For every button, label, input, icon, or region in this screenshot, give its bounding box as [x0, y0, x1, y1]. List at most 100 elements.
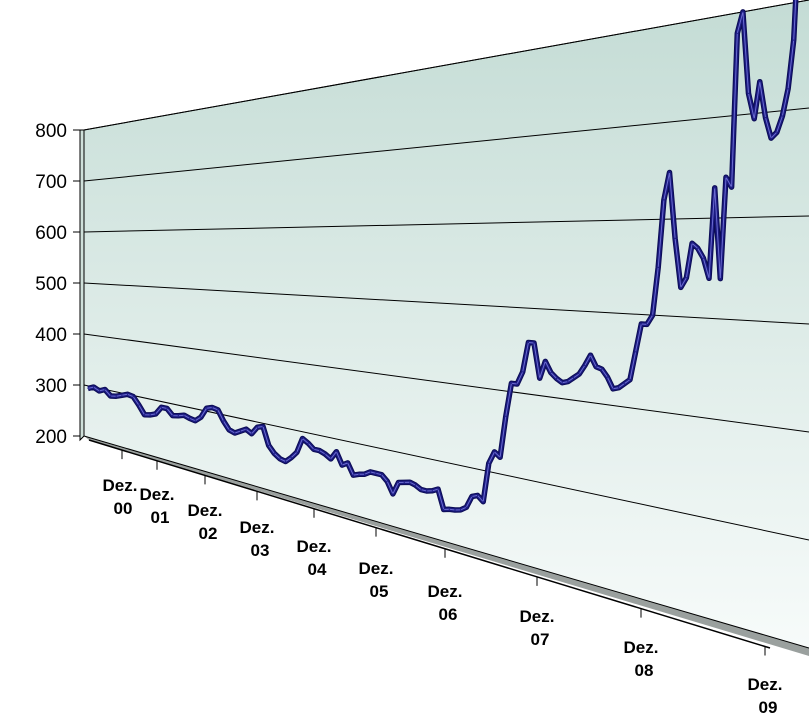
data-point	[403, 481, 405, 483]
data-point	[618, 387, 620, 389]
data-point	[126, 393, 129, 395]
data-point	[646, 323, 648, 325]
data-point	[104, 388, 106, 391]
data-point	[674, 237, 676, 239]
gridline	[83, 333, 809, 433]
y-tick-label: 600	[35, 223, 67, 244]
data-point	[268, 444, 270, 446]
data-point	[731, 186, 733, 188]
chart-floor	[84, 436, 809, 656]
x-tick-label: Dez. 09	[748, 675, 783, 717]
x-axis-line	[88, 439, 771, 649]
data-point	[505, 415, 507, 417]
data-point	[296, 451, 298, 453]
data-point	[578, 373, 580, 375]
data-point	[138, 404, 140, 406]
data-point	[623, 383, 625, 385]
data-point	[747, 92, 750, 94]
data-point	[572, 377, 575, 379]
data-point	[516, 383, 518, 385]
data-point	[448, 508, 450, 510]
gridline	[83, 107, 809, 182]
data-point	[234, 432, 236, 434]
data-point	[279, 458, 281, 460]
data-point	[166, 407, 168, 410]
data-point	[493, 451, 496, 453]
data-point	[787, 88, 789, 90]
y-tick-label: 400	[35, 325, 67, 346]
data-point	[290, 457, 292, 459]
data-point	[522, 371, 524, 373]
data-point	[381, 474, 383, 476]
data-point	[589, 354, 592, 356]
data-point	[533, 342, 535, 344]
data-point	[437, 488, 439, 490]
data-point	[285, 460, 287, 463]
y-tick-label: 500	[35, 274, 67, 295]
data-point	[364, 473, 366, 475]
data-point	[601, 368, 603, 370]
data-point	[584, 364, 586, 367]
data-point	[143, 414, 146, 416]
x-tick-label: Dez. 06	[428, 582, 463, 624]
y-tick-label: 700	[35, 172, 67, 193]
y-tick-label: 300	[35, 376, 67, 397]
data-point	[87, 387, 89, 389]
data-point	[262, 425, 264, 428]
data-point	[426, 490, 428, 492]
data-point	[764, 117, 767, 119]
data-point	[341, 464, 343, 466]
data-point	[793, 39, 795, 41]
data-point	[680, 286, 682, 288]
data-point	[256, 426, 258, 428]
data-point	[567, 381, 569, 383]
data-point	[313, 448, 315, 450]
data-point	[770, 137, 772, 139]
y-axis: 200 300 400 500 600 700 800	[35, 121, 80, 448]
data-point	[324, 453, 326, 455]
data-point	[657, 266, 659, 268]
data-point	[330, 458, 332, 460]
data-point	[640, 323, 642, 325]
data-point	[702, 257, 705, 259]
data-point	[211, 406, 213, 409]
data-point	[239, 430, 241, 432]
data-point	[375, 472, 377, 474]
data-point	[352, 474, 354, 476]
data-point	[431, 490, 433, 492]
data-point	[753, 118, 755, 120]
data-point	[358, 473, 360, 475]
data-point	[714, 187, 716, 189]
data-point	[160, 406, 162, 408]
data-point	[781, 115, 784, 117]
series-line	[87, 0, 799, 513]
data-point	[443, 508, 445, 511]
data-point	[477, 494, 479, 496]
gridline	[83, 0, 809, 131]
data-point	[612, 388, 614, 390]
data-point	[245, 428, 247, 430]
data-point	[635, 351, 637, 353]
data-point	[499, 456, 501, 458]
data-point	[414, 484, 416, 486]
x-tick-label: Dez. 01	[140, 485, 175, 527]
data-point	[691, 242, 693, 244]
data-point	[121, 394, 123, 396]
data-point	[663, 199, 665, 201]
data-point	[556, 377, 558, 380]
data-point	[318, 450, 321, 452]
data-point	[725, 176, 727, 178]
data-point	[228, 429, 230, 431]
series-line-highlight	[87, 0, 797, 511]
data-point	[510, 382, 512, 384]
data-point	[132, 396, 134, 398]
data-point	[217, 409, 219, 411]
data-point	[149, 414, 151, 416]
data-point	[177, 415, 179, 417]
data-point	[251, 433, 253, 435]
chart-back-wall	[84, 0, 809, 648]
data-point	[307, 442, 309, 444]
data-point	[544, 360, 546, 362]
